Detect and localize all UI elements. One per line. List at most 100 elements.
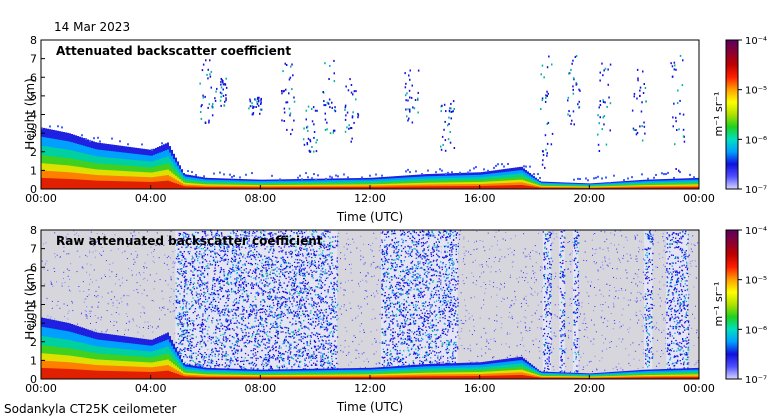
noise-speck [488,258,490,259]
noise-speck [120,297,122,299]
noise-speck [53,267,55,269]
backscatter-cell [289,187,291,189]
cloud-speck [444,120,446,123]
backscatter-cell [493,185,495,189]
backscatter-cell [149,181,151,189]
backscatter-cell [393,186,395,189]
backscatter-cell [459,186,461,189]
noise-speck [524,280,526,282]
backscatter-cell [53,178,55,189]
cloud-speck [568,72,570,75]
backscatter-cell [653,187,655,189]
noise-speck [140,316,141,318]
noise-speck [516,355,518,357]
backscatter-cell [313,187,315,189]
cloud-speck [642,92,645,94]
backscatter-cell [317,174,319,177]
noise-speck [82,267,84,269]
noise-speck [657,339,659,341]
noise-speck [460,292,462,294]
cloud-speck [352,111,354,114]
noise-speck [76,250,78,252]
noise-speck [535,279,537,281]
noise-speck [358,343,360,345]
cloud-speck [567,96,570,99]
backscatter-cell [609,187,611,189]
noise-speck [594,306,596,307]
backscatter-cell [175,183,177,189]
noise-speck [690,261,692,262]
noise-speck [473,325,475,327]
noise-speck [59,256,61,258]
noise-speck [483,281,485,283]
cloud-speck [550,143,553,146]
backscatter-cell [275,187,277,189]
backscatter-cell [129,181,131,189]
backscatter-cell [87,180,89,189]
noise-speck [147,321,149,323]
cloud-speck [598,150,601,152]
noise-speck [90,264,92,266]
backscatter-cell [99,140,101,143]
noise-speck [67,318,69,320]
noise-speck [661,300,662,302]
cloud-speck [332,131,335,134]
cloud-speck [214,97,216,100]
noise-speck [159,307,161,309]
noise-speck [463,246,465,248]
backscatter-cell [195,173,197,176]
backscatter-cell [233,187,235,189]
noise-speck [337,363,339,365]
noise-speck [143,311,145,313]
cloud-speck [349,78,351,81]
noise-speck [464,315,466,317]
colorbar-label: m⁻¹ sr⁻¹ [712,92,725,137]
noise-speck [473,275,474,277]
backscatter-cell [667,187,669,189]
noise-speck [665,337,667,339]
backscatter-cell [97,136,99,139]
noise-speck [694,260,696,262]
noise-speck [70,290,72,292]
noise-speck [144,277,146,279]
noise-speck [615,277,617,279]
noise-speck [493,340,495,342]
noise-speck [554,277,555,279]
cloud-speck [567,113,569,116]
cloud-speck [285,101,287,104]
cloud-speck [220,104,222,107]
noise-speck [580,313,581,315]
backscatter-cell [587,179,589,182]
cloud-speck [293,119,295,122]
noise-speck [144,321,146,323]
noise-speck [493,330,495,332]
noise-speck [613,320,615,321]
noise-speck [693,286,695,288]
noise-speck [521,276,523,278]
cloud-speck [599,79,601,82]
x-tick-label: 00:00 [25,192,57,205]
backscatter-cell [695,187,697,189]
noise-speck [520,270,522,272]
y-tick-label: 0 [30,183,37,196]
noise-speck [116,321,118,323]
backscatter-cell [487,169,489,172]
noise-speck [619,327,621,329]
backscatter-cell [459,171,461,174]
noise-speck [472,282,474,284]
cloud-speck [450,102,452,105]
noise-speck [608,295,610,297]
backscatter-cell [139,181,141,189]
cloud-speck [252,106,255,109]
noise-speck [117,248,119,250]
backscatter-cell [335,187,337,189]
backscatter-cell [697,187,699,189]
cloud-speck [546,90,548,93]
noise-speck [634,235,636,237]
backscatter-cell [359,187,361,189]
cloud-speck [575,83,577,86]
backscatter-cell [223,187,225,189]
noise-speck [50,282,52,284]
backscatter-cell [151,181,153,189]
cloud-speck [289,76,292,79]
